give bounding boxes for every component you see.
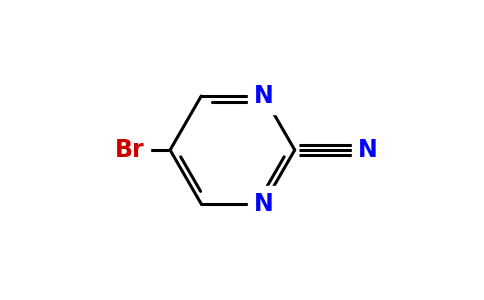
Text: N: N (358, 138, 378, 162)
Text: Br: Br (115, 138, 145, 162)
Text: N: N (254, 192, 273, 216)
Text: N: N (254, 84, 273, 108)
